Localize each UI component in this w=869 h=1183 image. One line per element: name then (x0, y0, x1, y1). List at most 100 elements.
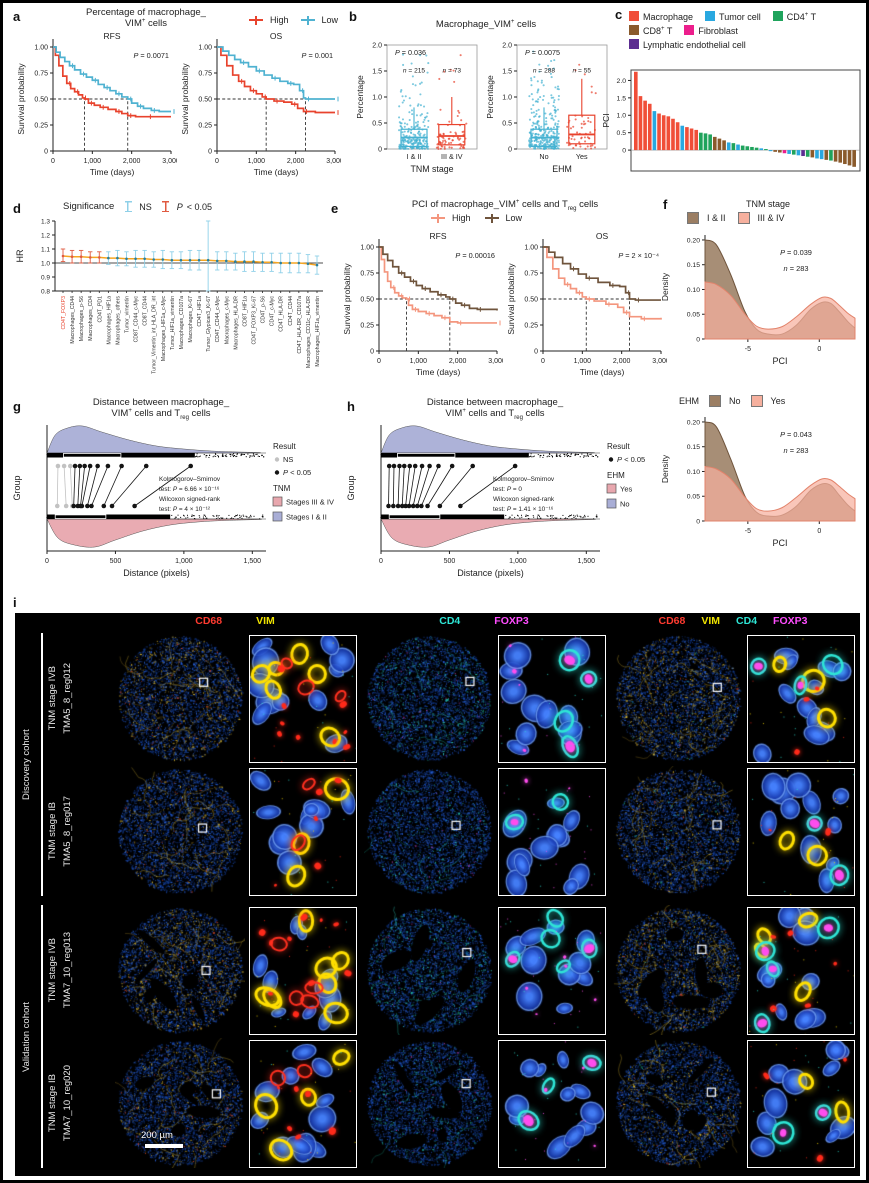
density-chart: 0 0.05 0.10 0.15 0.20 -5 0 PCI Density P = 0.043 n… (660, 417, 856, 548)
panel-f-tnm-legend-title: TNM stage (745, 199, 790, 209)
svg-text:1,000: 1,000 (248, 158, 266, 165)
svg-text:1.0: 1.0 (372, 95, 382, 102)
svg-text:Kolmogorov–Smirnov: Kolmogorov–Smirnov (493, 476, 555, 483)
svg-text:2,000: 2,000 (613, 358, 631, 365)
svg-text:TNM stage: TNM stage (410, 164, 453, 174)
svg-text:-5: -5 (745, 346, 751, 353)
km-curve-icon (300, 15, 315, 25)
zoom-inset-image (498, 768, 606, 896)
panel-h-label: h (347, 399, 355, 414)
swatch-icon (709, 395, 721, 407)
marker-label-foxp3: FOXP3 (773, 615, 808, 627)
svg-text:1,000: 1,000 (84, 158, 102, 165)
svg-text:3,000: 3,000 (488, 358, 503, 365)
svg-text:0: 0 (622, 148, 626, 155)
svg-text:1.00: 1.00 (360, 245, 374, 252)
km-chart: OS P = 0.001 0 0.25 0.50 0.75 1.00 0 1,000 2,000 3… (180, 31, 344, 177)
tissue-core-image (364, 766, 494, 896)
svg-text:Group: Group (346, 475, 356, 500)
tissue-core-image (613, 905, 743, 1035)
svg-text:Macrophages_CD11c_HLA-DR: Macrophages_CD11c_HLA-DR (306, 296, 312, 368)
km-chart: OS P = 2 × 10⁻⁴ 0 0.25 0.50 0.75 1.00 0 1,000 2,0… (506, 231, 670, 377)
panel-a-legend: High Low (249, 15, 338, 25)
tissue-core-image (613, 1038, 743, 1168)
svg-text:3,000: 3,000 (652, 358, 667, 365)
panel-d-legend: Significance NS P < 0.05 (63, 201, 212, 212)
legend-item: Yes (750, 395, 785, 407)
km-chart: RFS P = 0.0071 0 0.25 0.50 0.75 1.00 0 1,000 2,00… (16, 31, 180, 177)
svg-text:EHM: EHM (607, 471, 625, 480)
svg-text:-5: -5 (745, 528, 751, 535)
svg-text:CD4T_FOXP3_Ki-67: CD4T_FOXP3_Ki-67 (252, 296, 258, 345)
svg-text:1.00: 1.00 (34, 45, 48, 52)
km-curve-icon (431, 213, 445, 223)
svg-text:0.05: 0.05 (687, 312, 700, 319)
svg-text:0.25: 0.25 (34, 123, 48, 130)
svg-text:0.15: 0.15 (687, 444, 700, 451)
zoom-inset-image (747, 768, 855, 896)
panel-g-violin-plot: 0 500 1,000 1,500 Distance (pixels) Group Kolm… (11, 423, 346, 600)
km-curve-icon (249, 15, 263, 25)
tma-region-label: TMA5_8_reg012 (62, 662, 73, 734)
panel-f-density-ehm: 0 0.05 0.10 0.15 0.20 -5 0 PCI Density P = 0.043 n… (659, 409, 864, 578)
svg-text:1,500: 1,500 (578, 558, 596, 565)
panel-a-title: Percentage of macrophage_ VIM+ cells (86, 7, 206, 30)
panel-b-title: Macrophage_VIM+ cells (435, 19, 537, 31)
svg-text:0: 0 (534, 349, 538, 356)
row-label: TNM stage IVB TMA5_8_reg012 (47, 633, 73, 763)
svg-text:0.5: 0.5 (617, 130, 627, 137)
svg-text:0.25: 0.25 (198, 123, 212, 130)
svg-text:P < 0.05: P < 0.05 (617, 455, 645, 464)
svg-text:test: P = 1.41 × 10⁻¹⁶: test: P = 1.41 × 10⁻¹⁶ (493, 506, 554, 513)
marker-label-cd68: CD68 (658, 615, 686, 627)
swatch-icon (629, 25, 639, 35)
svg-text:P = 0.036: P = 0.036 (395, 48, 426, 57)
km-curve-icon (484, 213, 499, 223)
legend-label: Low (505, 213, 523, 223)
svg-text:P = 0.039: P = 0.039 (780, 248, 812, 257)
svg-text:P = 0.001: P = 0.001 (302, 51, 333, 60)
svg-text:Survival probability: Survival probability (16, 63, 26, 135)
tissue-core-image (115, 633, 245, 763)
zoom-inset-image (747, 635, 855, 763)
svg-text:1,500: 1,500 (244, 558, 262, 565)
legend-item: No (709, 395, 741, 407)
row-label: TNM stage IB TMA5_8_reg017 (47, 766, 73, 896)
svg-text:1.2: 1.2 (41, 232, 50, 239)
cohort-label: Discovery cohort (21, 729, 32, 800)
svg-text:Survival probability: Survival probability (506, 263, 516, 335)
svg-text:Yes: Yes (620, 485, 632, 494)
svg-text:500: 500 (110, 558, 122, 565)
svg-text:CD4T_HIF1a: CD4T_HIF1a (197, 296, 203, 327)
svg-text:2.0: 2.0 (372, 43, 382, 50)
svg-text:0.5: 0.5 (502, 121, 512, 128)
panel-f-label: f (663, 197, 668, 212)
svg-text:1.00: 1.00 (198, 45, 212, 52)
svg-text:P = 0.0071: P = 0.0071 (133, 51, 169, 60)
marker-label-vim: VIM (701, 615, 721, 627)
svg-text:test: P = 4 × 10⁻¹²: test: P = 4 × 10⁻¹² (159, 506, 210, 513)
svg-text:3,000: 3,000 (326, 158, 341, 165)
svg-text:CD4T_FOXP3: CD4T_FOXP3 (61, 296, 67, 330)
svg-text:0.25: 0.25 (524, 323, 538, 330)
svg-text:PCI: PCI (772, 356, 787, 366)
svg-text:0: 0 (377, 358, 381, 365)
swatch-icon (705, 11, 716, 21)
svg-text:0.50: 0.50 (34, 97, 48, 104)
tissue-core-image (364, 905, 494, 1035)
tma-region-label: TMA7_10_reg013 (62, 931, 73, 1009)
panel-b-label: b (349, 9, 357, 24)
svg-text:0.50: 0.50 (198, 97, 212, 104)
svg-text:Wilcoxon signed-rank: Wilcoxon signed-rank (159, 496, 221, 503)
box-chart: 0 0.5 1.0 1.5 2.0 Percentage n = 215 I & II n = … (355, 43, 478, 174)
svg-text:Macrophages_HIF1a_c-Myc: Macrophages_HIF1a_c-Myc (161, 296, 167, 362)
legend-label: High (452, 213, 471, 223)
errorbar-icon (124, 201, 133, 212)
svg-text:No: No (539, 152, 548, 161)
svg-text:CD8T_CD44_c-Myc: CD8T_CD44_c-Myc (134, 296, 140, 343)
significance-legend-title: Significance (63, 201, 115, 212)
legend-item: I & II (687, 212, 726, 224)
zoom-inset-image (249, 635, 357, 763)
svg-text:Percentage: Percentage (355, 75, 365, 119)
panel-f-density-tnm: 0 0.05 0.10 0.15 0.20 -5 0 PCI Density P = 0.039 n… (659, 227, 864, 396)
